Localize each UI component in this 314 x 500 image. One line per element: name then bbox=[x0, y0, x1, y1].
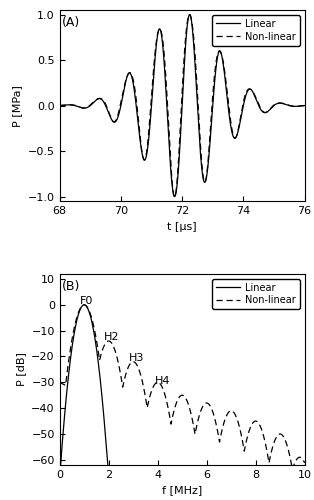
Linear bbox=[206, 470, 210, 476]
Non-linear bbox=[259, 105, 263, 111]
Y-axis label: P [dB]: P [dB] bbox=[16, 352, 26, 386]
Y-axis label: P [MPa]: P [MPa] bbox=[12, 84, 22, 126]
Non-linear bbox=[206, 400, 210, 406]
X-axis label: t [μs]: t [μs] bbox=[167, 222, 197, 232]
Legend: Linear, Non-linear: Linear, Non-linear bbox=[212, 15, 300, 46]
Non-linear bbox=[188, 12, 192, 18]
Non-linear bbox=[275, 100, 279, 106]
Linear bbox=[120, 100, 123, 105]
Non-linear bbox=[174, 402, 177, 408]
Linear bbox=[215, 470, 219, 476]
Line: Non-linear: Non-linear bbox=[60, 14, 305, 196]
Text: (A): (A) bbox=[62, 16, 80, 28]
Non-linear bbox=[119, 372, 122, 378]
Line: Linear: Linear bbox=[60, 305, 305, 473]
Linear bbox=[287, 470, 290, 476]
Non-linear bbox=[303, 102, 306, 108]
Text: F0: F0 bbox=[80, 296, 93, 306]
Linear bbox=[174, 470, 177, 476]
Non-linear bbox=[293, 104, 297, 110]
Linear bbox=[82, 105, 86, 111]
Linear bbox=[82, 302, 86, 308]
Linear bbox=[119, 470, 122, 476]
Non-linear bbox=[58, 380, 62, 386]
Non-linear bbox=[173, 194, 176, 200]
Text: H4: H4 bbox=[155, 376, 171, 386]
X-axis label: f [MHz]: f [MHz] bbox=[162, 486, 202, 496]
Linear bbox=[173, 194, 176, 200]
Linear bbox=[253, 93, 257, 99]
Text: (B): (B) bbox=[62, 280, 80, 292]
Linear bbox=[259, 106, 263, 112]
Non-linear bbox=[215, 424, 219, 430]
Non-linear bbox=[303, 460, 306, 466]
Linear bbox=[275, 100, 279, 106]
Linear bbox=[58, 470, 62, 476]
Non-linear bbox=[58, 102, 62, 108]
Text: H2: H2 bbox=[104, 332, 120, 342]
Non-linear bbox=[233, 412, 237, 418]
Non-linear bbox=[290, 466, 294, 472]
Non-linear bbox=[287, 448, 290, 454]
Line: Non-linear: Non-linear bbox=[60, 305, 305, 470]
Linear bbox=[303, 470, 306, 476]
Non-linear bbox=[82, 105, 86, 111]
Non-linear bbox=[82, 302, 86, 308]
Legend: Linear, Non-linear: Linear, Non-linear bbox=[212, 278, 300, 310]
Non-linear bbox=[253, 92, 257, 98]
Line: Linear: Linear bbox=[60, 14, 305, 196]
Linear bbox=[293, 104, 297, 110]
Linear bbox=[303, 102, 306, 108]
Linear bbox=[58, 102, 62, 108]
Non-linear bbox=[120, 96, 123, 102]
Linear bbox=[233, 470, 237, 476]
Linear bbox=[188, 12, 192, 18]
Text: H3: H3 bbox=[129, 352, 144, 362]
